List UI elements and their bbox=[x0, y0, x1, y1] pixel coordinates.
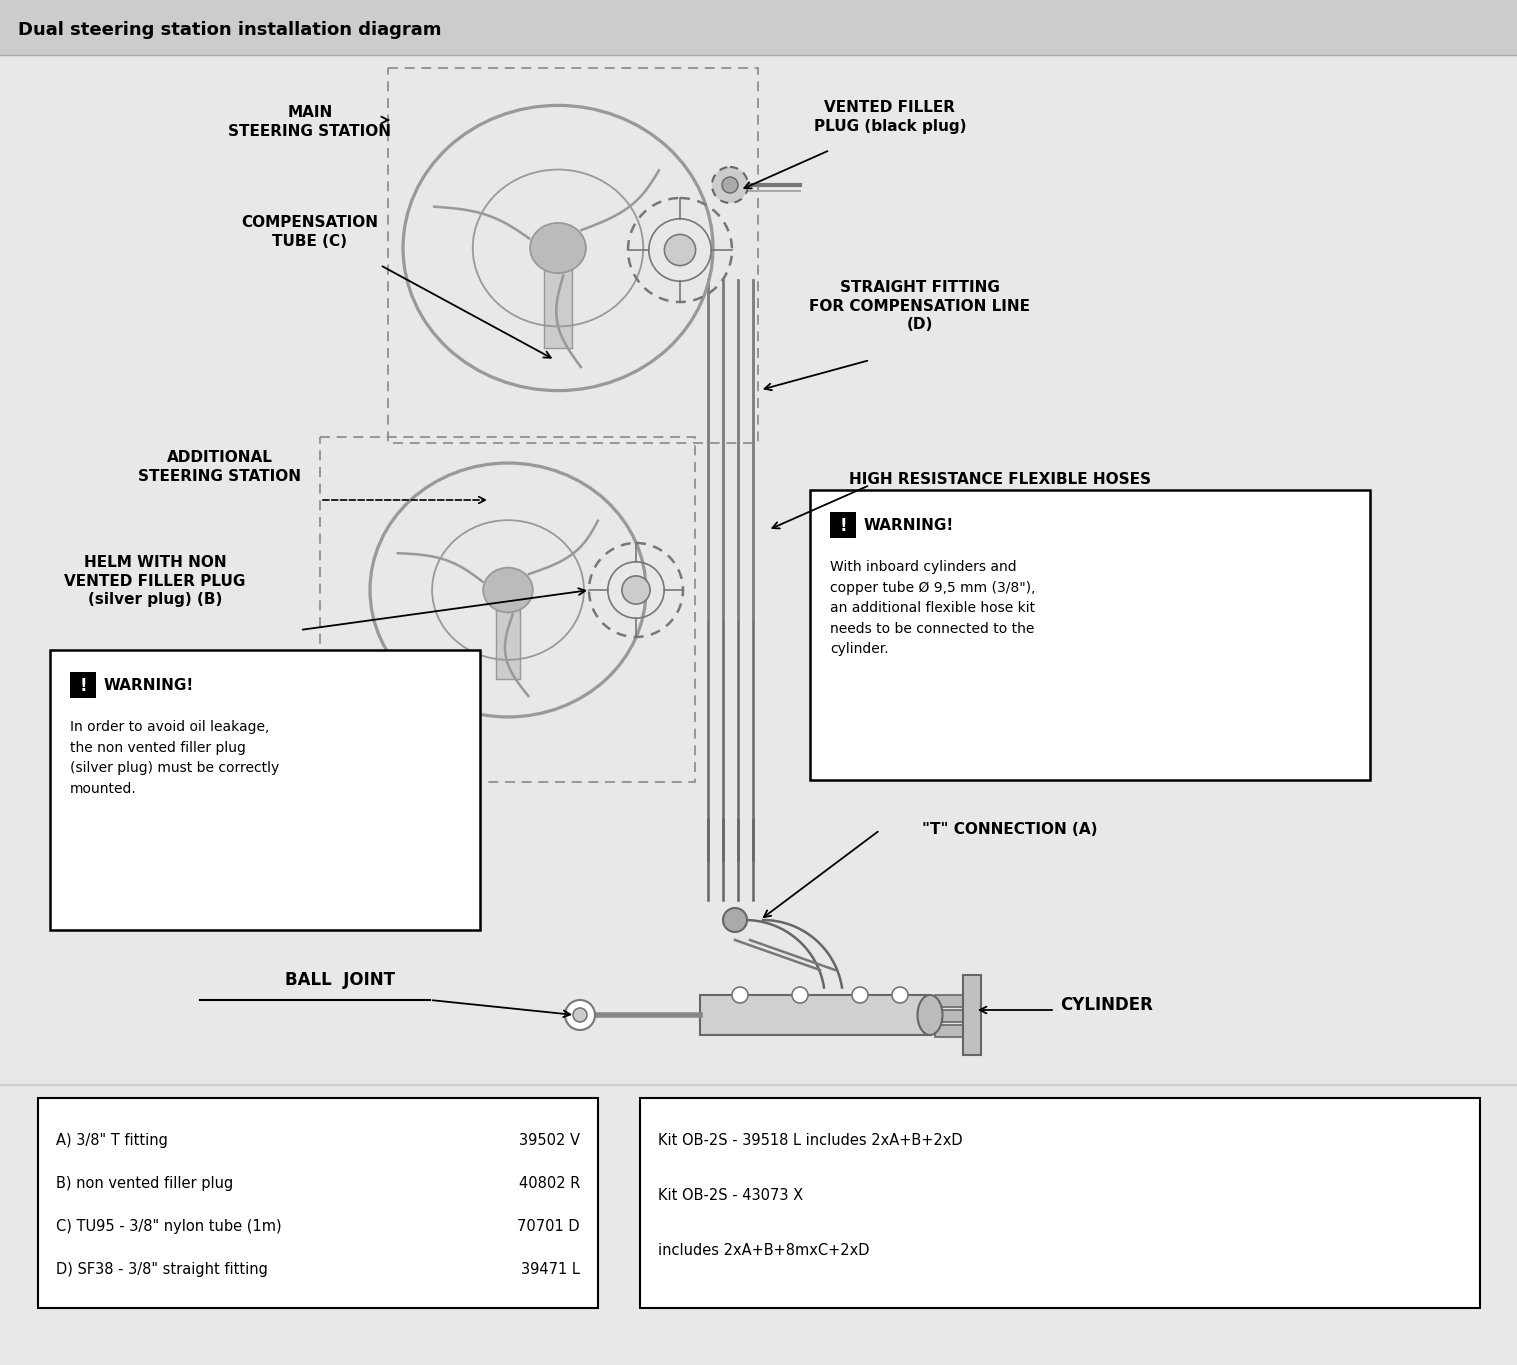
Text: STRAIGHT FITTING
FOR COMPENSATION LINE
(D): STRAIGHT FITTING FOR COMPENSATION LINE (… bbox=[810, 280, 1030, 332]
Bar bbox=[388, 68, 758, 444]
Circle shape bbox=[664, 235, 696, 266]
Text: VENTED FILLER
PLUG (black plug): VENTED FILLER PLUG (black plug) bbox=[813, 100, 966, 134]
Text: HIGH RESISTANCE FLEXIBLE HOSES: HIGH RESISTANCE FLEXIBLE HOSES bbox=[850, 472, 1151, 487]
Circle shape bbox=[853, 987, 868, 1003]
Text: C) TU95 - 3/8" nylon tube (1m): C) TU95 - 3/8" nylon tube (1m) bbox=[56, 1219, 282, 1234]
Circle shape bbox=[892, 987, 909, 1003]
Circle shape bbox=[573, 1007, 587, 1022]
Bar bbox=[545, 270, 572, 348]
Text: Kit OB-2S - 39518 L includes 2xA+B+2xD: Kit OB-2S - 39518 L includes 2xA+B+2xD bbox=[658, 1133, 963, 1148]
Bar bbox=[934, 1010, 963, 1022]
Circle shape bbox=[711, 167, 748, 203]
Text: HELM WITH NON
VENTED FILLER PLUG
(silver plug) (B): HELM WITH NON VENTED FILLER PLUG (silver… bbox=[64, 556, 246, 607]
Circle shape bbox=[733, 987, 748, 1003]
Ellipse shape bbox=[482, 568, 532, 613]
Text: ADDITIONAL
STEERING STATION: ADDITIONAL STEERING STATION bbox=[138, 450, 302, 483]
Text: With inboard cylinders and
copper tube Ø 9,5 mm (3/8"),
an additional flexible h: With inboard cylinders and copper tube Ø… bbox=[830, 560, 1036, 657]
Bar bbox=[963, 975, 981, 1055]
Text: COMPENSATION
TUBE (C): COMPENSATION TUBE (C) bbox=[241, 216, 379, 248]
Text: In order to avoid oil leakage,
the non vented filler plug
(silver plug) must be : In order to avoid oil leakage, the non v… bbox=[70, 719, 279, 796]
Text: MAIN
STEERING STATION: MAIN STEERING STATION bbox=[229, 105, 391, 139]
Bar bbox=[810, 490, 1370, 779]
Circle shape bbox=[724, 908, 746, 932]
Text: !: ! bbox=[839, 517, 846, 535]
Text: includes 2xA+B+8mxC+2xD: includes 2xA+B+8mxC+2xD bbox=[658, 1244, 869, 1259]
Text: WARNING!: WARNING! bbox=[865, 519, 954, 534]
Text: !: ! bbox=[79, 677, 86, 695]
Bar bbox=[496, 610, 520, 678]
Bar bbox=[320, 437, 695, 782]
Text: 39471 L: 39471 L bbox=[522, 1263, 579, 1278]
Text: Kit OB-2S - 43073 X: Kit OB-2S - 43073 X bbox=[658, 1188, 802, 1203]
Text: 39502 V: 39502 V bbox=[519, 1133, 579, 1148]
Text: WARNING!: WARNING! bbox=[105, 678, 194, 693]
Bar bbox=[640, 1097, 1481, 1308]
Circle shape bbox=[792, 987, 809, 1003]
Ellipse shape bbox=[918, 995, 942, 1035]
Text: A) 3/8" T fitting: A) 3/8" T fitting bbox=[56, 1133, 168, 1148]
Ellipse shape bbox=[529, 222, 586, 273]
Text: 70701 D: 70701 D bbox=[517, 1219, 579, 1234]
Bar bbox=[0, 0, 1517, 55]
Text: "T" CONNECTION (A): "T" CONNECTION (A) bbox=[922, 823, 1098, 838]
Text: D) SF38 - 3/8" straight fitting: D) SF38 - 3/8" straight fitting bbox=[56, 1263, 269, 1278]
Text: BALL  JOINT: BALL JOINT bbox=[285, 971, 394, 990]
Bar bbox=[934, 1025, 963, 1037]
Bar bbox=[830, 512, 856, 538]
Bar bbox=[699, 995, 930, 1035]
Bar bbox=[70, 672, 96, 698]
Circle shape bbox=[622, 576, 651, 605]
Text: CYLINDER: CYLINDER bbox=[1060, 996, 1153, 1014]
Circle shape bbox=[564, 1001, 595, 1031]
Bar bbox=[934, 995, 963, 1007]
Text: B) non vented filler plug: B) non vented filler plug bbox=[56, 1177, 234, 1192]
Bar bbox=[50, 650, 479, 930]
Circle shape bbox=[722, 177, 737, 192]
Text: Dual steering station installation diagram: Dual steering station installation diagr… bbox=[18, 20, 441, 40]
Bar bbox=[38, 1097, 598, 1308]
Text: 40802 R: 40802 R bbox=[519, 1177, 579, 1192]
